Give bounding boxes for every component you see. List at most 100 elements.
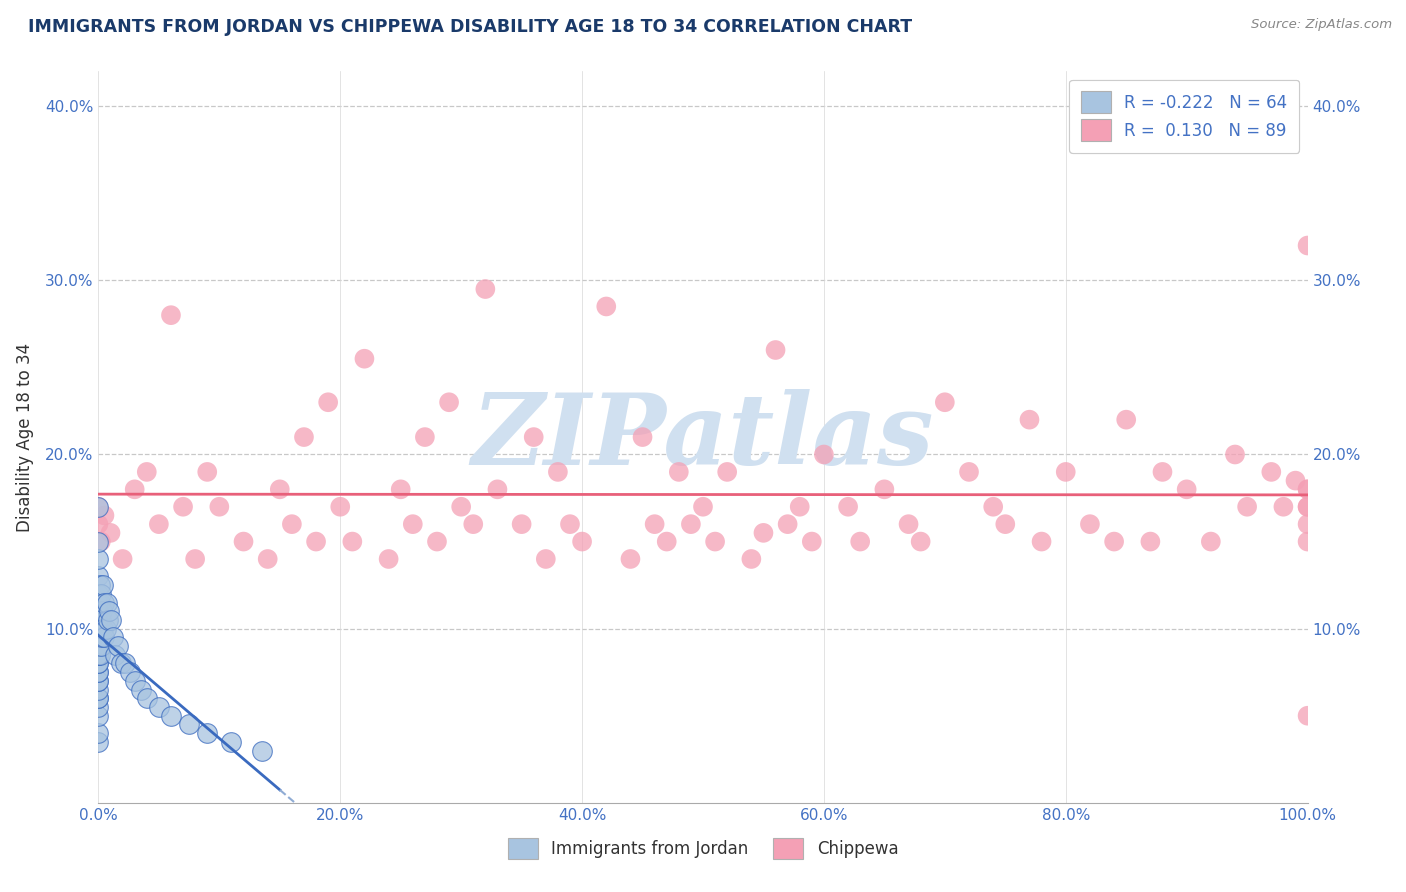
Point — [87, 569, 110, 583]
Point — [87, 648, 110, 662]
Point — [789, 500, 811, 514]
Point — [1296, 500, 1319, 514]
Point — [172, 500, 194, 514]
Point — [281, 517, 304, 532]
Point — [184, 552, 207, 566]
Point — [463, 517, 485, 532]
Text: ZIPatlas: ZIPatlas — [472, 389, 934, 485]
Text: Source: ZipAtlas.com: Source: ZipAtlas.com — [1251, 18, 1392, 31]
Point — [91, 578, 114, 592]
Point — [1296, 708, 1319, 723]
Point — [1175, 483, 1198, 497]
Point — [873, 483, 896, 497]
Point — [87, 604, 110, 618]
Point — [87, 665, 110, 680]
Point — [547, 465, 569, 479]
Point — [558, 517, 581, 532]
Point — [1152, 465, 1174, 479]
Point — [329, 500, 352, 514]
Point — [110, 657, 132, 671]
Point — [316, 395, 339, 409]
Point — [256, 552, 278, 566]
Point — [114, 657, 136, 671]
Point — [90, 639, 112, 653]
Point — [292, 430, 315, 444]
Point — [849, 534, 872, 549]
Point — [1296, 517, 1319, 532]
Point — [160, 708, 183, 723]
Point — [474, 282, 496, 296]
Point — [179, 717, 201, 731]
Point — [305, 534, 328, 549]
Point — [87, 657, 110, 671]
Point — [93, 508, 115, 523]
Point — [1115, 412, 1137, 426]
Point — [402, 517, 425, 532]
Point — [148, 700, 170, 714]
Text: IMMIGRANTS FROM JORDAN VS CHIPPEWA DISABILITY AGE 18 TO 34 CORRELATION CHART: IMMIGRANTS FROM JORDAN VS CHIPPEWA DISAB… — [28, 18, 912, 36]
Point — [91, 631, 114, 645]
Point — [87, 552, 110, 566]
Point — [87, 735, 110, 749]
Point — [87, 604, 110, 618]
Point — [111, 552, 134, 566]
Point — [765, 343, 787, 357]
Point — [90, 613, 112, 627]
Point — [87, 673, 110, 688]
Point — [644, 517, 666, 532]
Point — [619, 552, 641, 566]
Point — [692, 500, 714, 514]
Point — [813, 448, 835, 462]
Point — [135, 465, 157, 479]
Point — [910, 534, 932, 549]
Point — [1272, 500, 1295, 514]
Point — [87, 587, 110, 601]
Point — [437, 395, 460, 409]
Point — [98, 604, 121, 618]
Point — [668, 465, 690, 479]
Point — [523, 430, 546, 444]
Point — [87, 622, 110, 636]
Point — [1018, 412, 1040, 426]
Point — [571, 534, 593, 549]
Point — [1296, 483, 1319, 497]
Point — [87, 595, 110, 609]
Point — [377, 552, 399, 566]
Point — [97, 613, 120, 627]
Point — [124, 483, 146, 497]
Point — [87, 622, 110, 636]
Point — [1054, 465, 1077, 479]
Point — [957, 465, 980, 479]
Point — [87, 500, 110, 514]
Point — [1296, 483, 1319, 497]
Point — [87, 665, 110, 680]
Point — [87, 673, 110, 688]
Point — [87, 534, 110, 549]
Point — [1139, 534, 1161, 549]
Point — [1284, 474, 1306, 488]
Point — [96, 595, 118, 609]
Point — [655, 534, 678, 549]
Point — [208, 500, 231, 514]
Point — [250, 743, 273, 757]
Point — [87, 726, 110, 740]
Point — [1260, 465, 1282, 479]
Point — [426, 534, 449, 549]
Legend: Immigrants from Jordan, Chippewa: Immigrants from Jordan, Chippewa — [501, 831, 905, 866]
Point — [486, 483, 509, 497]
Point — [118, 665, 141, 680]
Point — [1102, 534, 1125, 549]
Point — [89, 595, 111, 609]
Point — [740, 552, 762, 566]
Point — [91, 604, 114, 618]
Point — [87, 613, 110, 627]
Point — [232, 534, 254, 549]
Point — [129, 682, 152, 697]
Point — [221, 735, 243, 749]
Point — [450, 500, 472, 514]
Point — [195, 726, 218, 740]
Point — [93, 595, 115, 609]
Point — [100, 613, 122, 627]
Point — [101, 631, 124, 645]
Point — [87, 691, 110, 706]
